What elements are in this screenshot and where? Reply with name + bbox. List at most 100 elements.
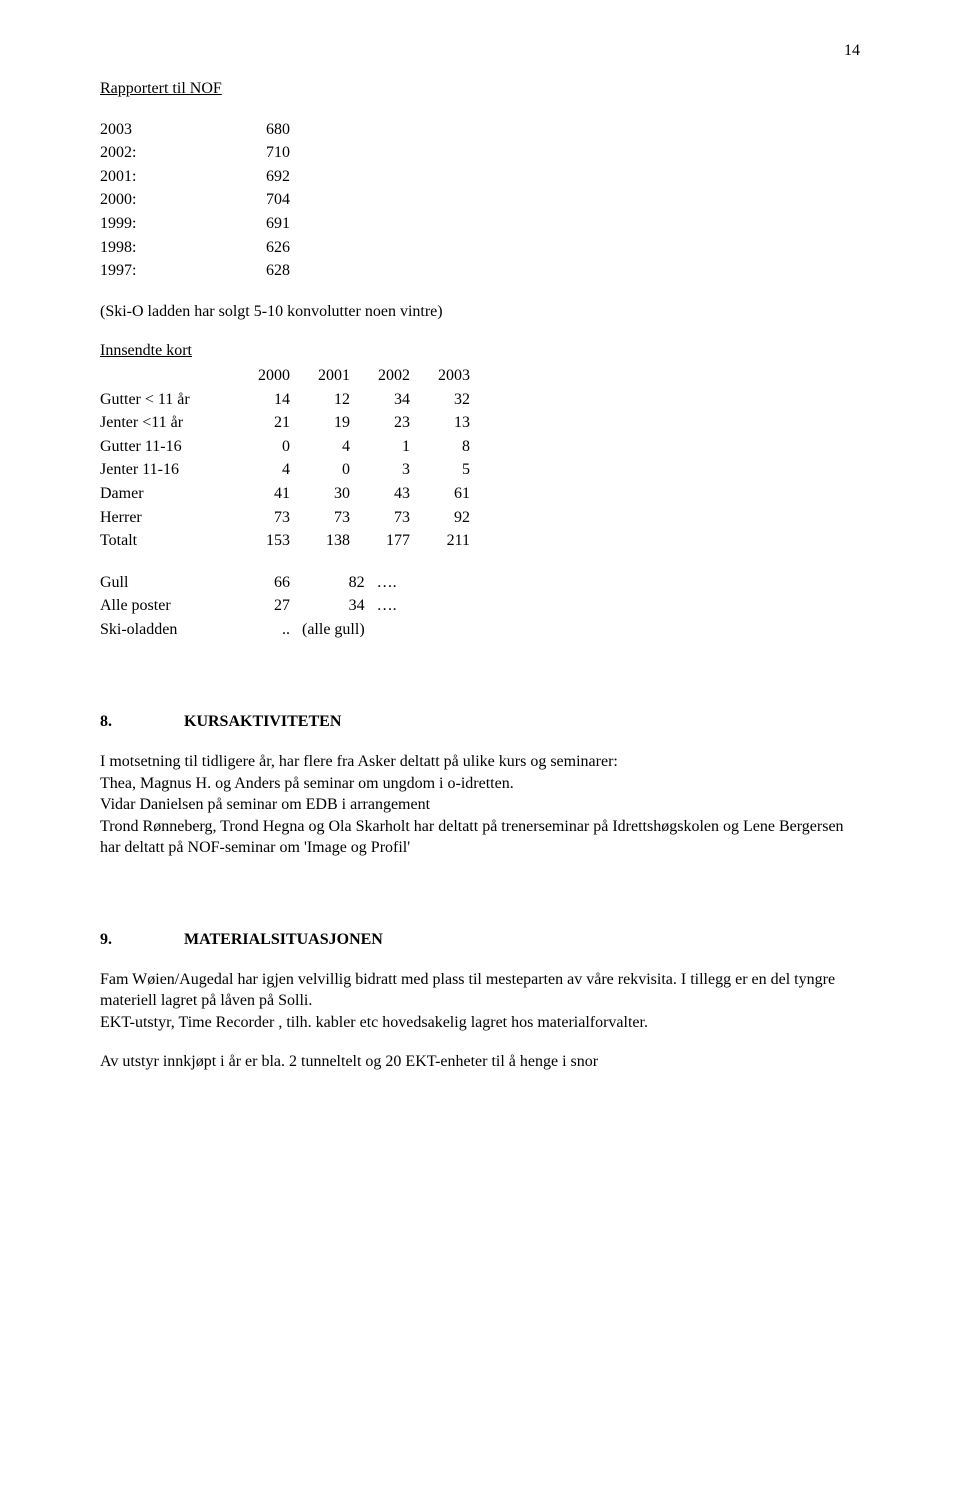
rapportert-year: 2003 [100,118,242,142]
section-9-p3: Av utstyr innkjøpt i år er bla. 2 tunnel… [100,1051,860,1073]
innsendte-cell: 73 [302,506,362,530]
rapportert-year: 1999: [100,212,242,236]
gull-row: Alle poster2734…. [100,594,409,618]
innsendte-cell: 34 [362,388,422,412]
gull-cell: …. [377,594,409,618]
rapportert-year: 1998: [100,236,242,260]
innsendte-cell: 23 [362,411,422,435]
innsendte-cell: 19 [302,411,362,435]
innsendte-cell: 4 [302,435,362,459]
innsendte-cell: 8 [422,435,482,459]
innsendte-header-cell: 2001 [302,364,362,388]
rapportert-section: Rapportert til NOF 20036802002:7102001:6… [100,78,860,322]
innsendte-cell: 73 [242,506,302,530]
innsendte-total-cell: 211 [422,529,482,553]
section-9-p1: Fam Wøien/Augedal har igjen velvillig bi… [100,969,860,1012]
rapportert-table: 20036802002:7102001:6922000:7041999:6911… [100,118,302,283]
rapportert-row: 1997:628 [100,259,302,283]
rapportert-row: 2002:710 [100,141,302,165]
innsendte-row-label: Jenter <11 år [100,411,242,435]
section-9: 9. MATERIALSITUASJONEN Fam Wøien/Augedal … [100,929,860,1073]
page: 14 Rapportert til NOF 20036802002:710200… [0,0,960,1489]
section-9-p2: EKT-utstyr, Time Recorder , tilh. kabler… [100,1012,860,1034]
innsendte-cell: 0 [302,458,362,482]
innsendte-row-label: Damer [100,482,242,506]
rapportert-row: 1998:626 [100,236,302,260]
section-9-title: MATERIALSITUASJONEN [184,931,383,948]
rapportert-year: 1997: [100,259,242,283]
rapportert-year: 2001: [100,165,242,189]
skio-note: (Ski-O ladden har solgt 5-10 konvolutter… [100,301,860,323]
innsendte-table: 2000 2001 2002 2003 Gutter < 11 år141234… [100,364,482,553]
gull-row-label: Gull [100,571,242,595]
gull-cell: 34 [302,594,377,618]
rapportert-heading: Rapportert til NOF [100,78,860,100]
gull-row-label: Alle poster [100,594,242,618]
innsendte-cell: 14 [242,388,302,412]
innsendte-cell: 12 [302,388,362,412]
gull-cell: …. [377,571,409,595]
innsendte-row: Gutter < 11 år14123432 [100,388,482,412]
innsendte-header-cell: 2003 [422,364,482,388]
innsendte-row: Herrer73737392 [100,506,482,530]
innsendte-row-label: Gutter < 11 år [100,388,242,412]
innsendte-header-row: 2000 2001 2002 2003 [100,364,482,388]
innsendte-cell: 13 [422,411,482,435]
innsendte-cell: 5 [422,458,482,482]
section-8-p4: Trond Rønneberg, Trond Hegna og Ola Skar… [100,816,860,859]
innsendte-cell: 21 [242,411,302,435]
section-8-heading: 8. KURSAKTIVITETEN [100,711,860,733]
innsendte-row: Gutter 11-160418 [100,435,482,459]
section-8-num: 8. [100,713,112,730]
innsendte-header-cell: 2002 [362,364,422,388]
innsendte-header-cell [100,364,242,388]
section-8: 8. KURSAKTIVITETEN I motsetning til tidli… [100,711,860,859]
gull-cell: 27 [242,594,302,618]
innsendte-cell: 32 [422,388,482,412]
gull-cell [377,618,409,642]
rapportert-value: 692 [242,165,302,189]
innsendte-cell: 61 [422,482,482,506]
gull-row: Gull6682…. [100,571,409,595]
page-number: 14 [844,40,860,62]
section-9-heading: 9. MATERIALSITUASJONEN [100,929,860,951]
innsendte-cell: 41 [242,482,302,506]
rapportert-row: 2003680 [100,118,302,142]
innsendte-row-label: Herrer [100,506,242,530]
rapportert-value: 704 [242,188,302,212]
gull-row-label: Ski-oladden [100,618,242,642]
section-9-num: 9. [100,931,112,948]
innsendte-cell: 30 [302,482,362,506]
section-8-p1: I motsetning til tidligere år, har flere… [100,751,860,773]
innsendte-section: Innsendte kort 2000 2001 2002 2003 Gutte… [100,340,860,641]
rapportert-row: 2000:704 [100,188,302,212]
innsendte-cell: 4 [242,458,302,482]
innsendte-row-label: Jenter 11-16 [100,458,242,482]
rapportert-row: 2001:692 [100,165,302,189]
gull-cell: 82 [302,571,377,595]
section-8-body: I motsetning til tidligere år, har flere… [100,751,860,859]
innsendte-total-label: Totalt [100,529,242,553]
innsendte-cell: 43 [362,482,422,506]
section-8-p2: Thea, Magnus H. og Anders på seminar om … [100,773,860,795]
innsendte-header-cell: 2000 [242,364,302,388]
rapportert-year: 2002: [100,141,242,165]
section-8-title: KURSAKTIVITETEN [184,713,341,730]
innsendte-row-label: Gutter 11-16 [100,435,242,459]
innsendte-cell: 3 [362,458,422,482]
innsendte-total-cell: 177 [362,529,422,553]
innsendte-total-cell: 153 [242,529,302,553]
section-8-p3: Vidar Danielsen på seminar om EDB i arra… [100,794,860,816]
section-9-body: Fam Wøien/Augedal har igjen velvillig bi… [100,969,860,1073]
rapportert-year: 2000: [100,188,242,212]
rapportert-value: 691 [242,212,302,236]
innsendte-row: Jenter 11-164035 [100,458,482,482]
gull-row: Ski-oladden..(alle gull) [100,618,409,642]
gull-table: Gull6682….Alle poster2734….Ski-oladden..… [100,571,409,642]
rapportert-row: 1999:691 [100,212,302,236]
rapportert-value: 626 [242,236,302,260]
innsendte-cell: 0 [242,435,302,459]
innsendte-cell: 73 [362,506,422,530]
innsendte-total-row: Totalt 153 138 177 211 [100,529,482,553]
gull-cell: (alle gull) [302,618,377,642]
